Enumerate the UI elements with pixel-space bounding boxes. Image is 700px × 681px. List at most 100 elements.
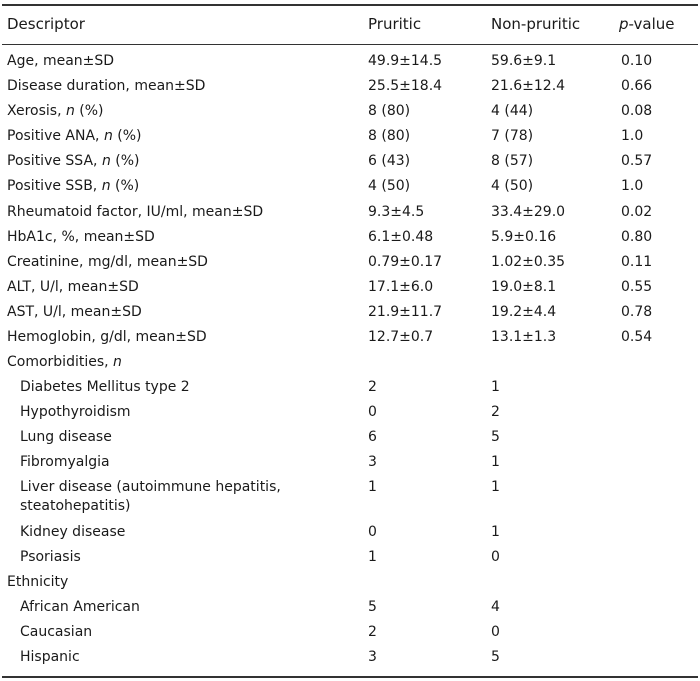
row-p-value: 0.55 [621, 279, 653, 295]
row-label: Hispanic [20, 649, 80, 665]
row-label: Positive ANA, n (%) [7, 126, 142, 146]
row-label: Diabetes Mellitus type 2 [20, 379, 190, 395]
row-p-value: 0.54 [621, 329, 653, 345]
row-label: Lung disease [20, 429, 112, 445]
table-row: Liver disease (autoimmune hepatitis, ste… [0, 478, 700, 518]
row-label-suffix: (%) [112, 128, 142, 144]
table-row: Kidney disease 0 1 [0, 522, 700, 542]
table-row: Rheumatoid factor, IU/ml, mean±SD 9.3±4.… [0, 202, 700, 222]
row-pruritic: 0 [368, 524, 377, 540]
row-label: Disease duration, mean±SD [7, 78, 206, 94]
row-pruritic: 5 [368, 599, 377, 615]
row-non-pruritic: 13.1±1.3 [491, 329, 557, 345]
row-pruritic: 6 [368, 429, 377, 445]
row-p-value: 0.11 [621, 254, 653, 270]
table-row: Hypothyroidism 0 2 [0, 402, 700, 422]
header-descriptor: Descriptor [7, 15, 85, 33]
row-pruritic: 12.7±0.7 [368, 329, 434, 345]
table-row: Creatinine, mg/dl, mean±SD 0.79±0.17 1.0… [0, 252, 700, 272]
table-row: Disease duration, mean±SD 25.5±18.4 21.6… [0, 76, 700, 96]
row-non-pruritic: 4 [491, 599, 500, 615]
row-pruritic: 6.1±0.48 [368, 229, 434, 245]
section-label: Comorbidities, n [7, 352, 122, 372]
header-pruritic: Pruritic [368, 15, 422, 33]
row-label-italic: n [103, 128, 113, 144]
row-non-pruritic: 2 [491, 404, 500, 420]
row-non-pruritic: 1 [491, 379, 500, 395]
header-p-value: p-value [619, 14, 675, 34]
row-pruritic: 2 [368, 624, 377, 640]
row-label: Positive SSA, n (%) [7, 151, 140, 171]
row-non-pruritic: 1 [491, 524, 500, 540]
table-row: Positive SSB, n (%) 4 (50) 4 (50) 1.0 [0, 176, 700, 196]
row-label-suffix: (%) [74, 103, 104, 119]
row-pruritic: 21.9±11.7 [368, 304, 443, 320]
row-pruritic: 0 [368, 404, 377, 420]
table-row: HbA1c, %, mean±SD 6.1±0.48 5.9±0.16 0.80 [0, 227, 700, 247]
row-label-suffix: (%) [110, 153, 140, 169]
row-non-pruritic: 1 [491, 479, 500, 495]
header-non-pruritic: Non-pruritic [491, 15, 581, 33]
row-pruritic: 3 [368, 649, 377, 665]
row-label-suffix: (%) [110, 178, 140, 194]
table-row: Caucasian 2 0 [0, 622, 700, 642]
section-heading-comorbidities: Comorbidities, n [0, 352, 700, 372]
row-label: Psoriasis [20, 549, 81, 565]
row-non-pruritic: 0 [491, 624, 500, 640]
row-label: Hypothyroidism [20, 404, 131, 420]
row-label: African American [20, 599, 140, 615]
row-label-italic: n [101, 178, 111, 194]
row-p-value: 0.10 [621, 53, 653, 69]
row-p-value: 0.57 [621, 153, 653, 169]
row-label: Fibromyalgia [20, 454, 110, 470]
row-pruritic: 4 (50) [368, 178, 411, 194]
row-label-italic: n [65, 103, 75, 119]
row-label: Liver disease (autoimmune hepatitis, ste… [20, 479, 281, 514]
row-label: Caucasian [20, 624, 93, 640]
row-pruritic: 1 [368, 549, 377, 565]
section-label-text: Comorbidities, [7, 354, 114, 370]
row-label: AST, U/l, mean±SD [7, 304, 142, 320]
row-label: Rheumatoid factor, IU/ml, mean±SD [7, 204, 264, 220]
table-bottom-rule [2, 676, 698, 678]
row-pruritic: 1 [368, 479, 377, 495]
row-label-italic: n [101, 153, 111, 169]
table-row: Fibromyalgia 3 1 [0, 452, 700, 472]
row-label: Age, mean±SD [7, 53, 115, 69]
header-p-italic: p [619, 15, 629, 33]
table-row: AST, U/l, mean±SD 21.9±11.7 19.2±4.4 0.7… [0, 302, 700, 322]
row-pruritic: 17.1±6.0 [368, 279, 434, 295]
row-pruritic: 3 [368, 454, 377, 470]
row-non-pruritic: 0 [491, 549, 500, 565]
row-pruritic: 2 [368, 379, 377, 395]
row-label-text: Positive SSB, [7, 178, 102, 194]
table-row: Psoriasis 1 0 [0, 547, 700, 567]
row-label-text: Positive ANA, [7, 128, 104, 144]
section-heading-ethnicity: Ethnicity [0, 572, 700, 592]
row-pruritic: 6 (43) [368, 153, 411, 169]
row-label: Positive SSB, n (%) [7, 176, 139, 196]
row-label: HbA1c, %, mean±SD [7, 229, 155, 245]
row-label: Hemoglobin, g/dl, mean±SD [7, 329, 207, 345]
table-row: Positive SSA, n (%) 6 (43) 8 (57) 0.57 [0, 151, 700, 171]
row-non-pruritic: 5 [491, 429, 500, 445]
table-row: Hemoglobin, g/dl, mean±SD 12.7±0.7 13.1±… [0, 327, 700, 347]
row-non-pruritic: 19.0±8.1 [491, 279, 557, 295]
row-pruritic: 0.79±0.17 [368, 254, 443, 270]
row-non-pruritic: 1.02±0.35 [491, 254, 566, 270]
row-non-pruritic: 5.9±0.16 [491, 229, 557, 245]
row-pruritic: 49.9±14.5 [368, 53, 443, 69]
table-row: Positive ANA, n (%) 8 (80) 7 (78) 1.0 [0, 126, 700, 146]
section-label: Ethnicity [7, 574, 69, 590]
table-row: ALT, U/l, mean±SD 17.1±6.0 19.0±8.1 0.55 [0, 277, 700, 297]
row-non-pruritic: 7 (78) [491, 128, 534, 144]
row-p-value: 0.02 [621, 204, 653, 220]
row-label: Xerosis, n (%) [7, 101, 104, 121]
table-row: Age, mean±SD 49.9±14.5 59.6±9.1 0.10 [0, 51, 700, 71]
row-label: ALT, U/l, mean±SD [7, 279, 139, 295]
row-pruritic: 25.5±18.4 [368, 78, 443, 94]
row-pruritic: 9.3±4.5 [368, 204, 425, 220]
row-non-pruritic: 33.4±29.0 [491, 204, 566, 220]
row-pruritic: 8 (80) [368, 103, 411, 119]
